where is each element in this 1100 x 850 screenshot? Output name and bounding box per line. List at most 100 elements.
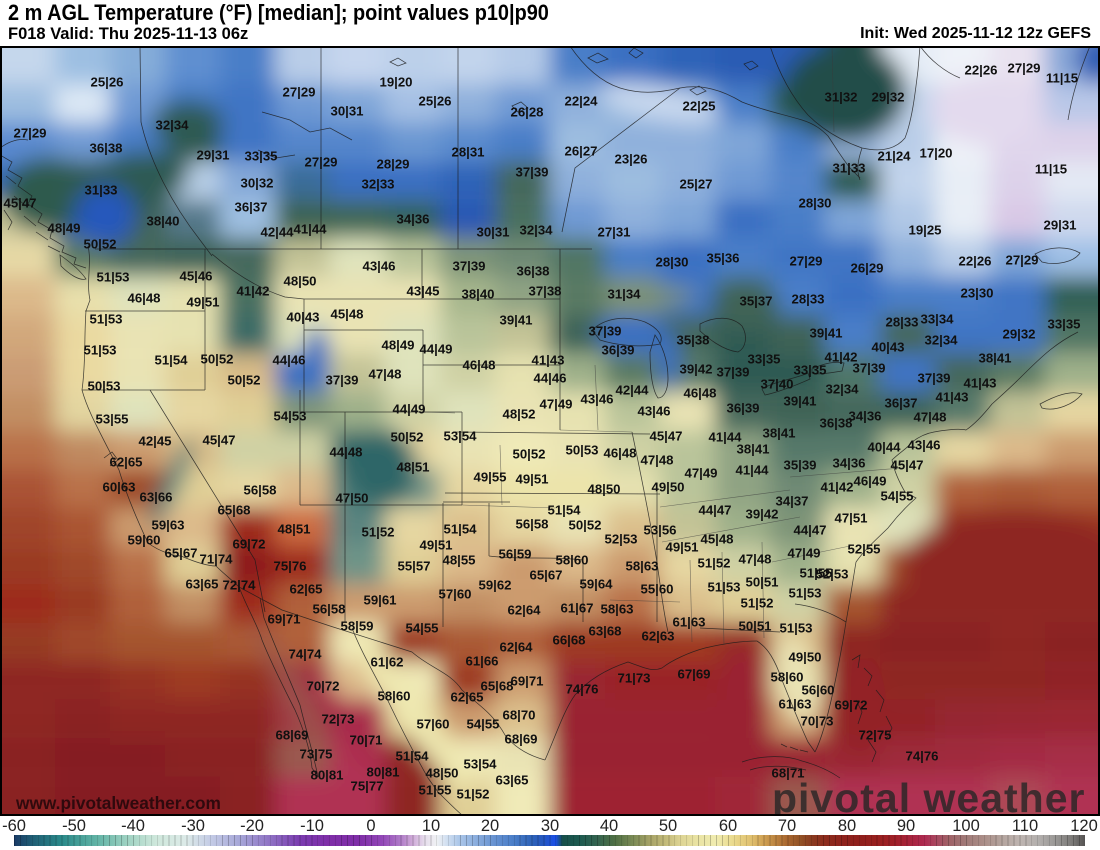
svg-text:71|74: 71|74 — [199, 552, 233, 567]
svg-text:36|38: 36|38 — [516, 264, 549, 279]
svg-text:48|49: 48|49 — [47, 221, 80, 236]
svg-text:51|53: 51|53 — [89, 312, 122, 327]
svg-text:46|49: 46|49 — [853, 474, 886, 489]
svg-text:49|50: 49|50 — [651, 480, 684, 495]
svg-text:74|76: 74|76 — [565, 682, 598, 697]
svg-text:58|60: 58|60 — [377, 689, 410, 704]
svg-text:44|47: 44|47 — [793, 523, 826, 538]
svg-text:59|61: 59|61 — [363, 593, 396, 608]
svg-text:68|69: 68|69 — [275, 728, 308, 743]
svg-text:69|71: 69|71 — [510, 674, 543, 689]
svg-text:27|31: 27|31 — [597, 225, 630, 240]
svg-text:72|75: 72|75 — [858, 728, 891, 743]
svg-text:49|55: 49|55 — [473, 470, 506, 485]
svg-text:28|30: 28|30 — [798, 196, 831, 211]
svg-text:30|31: 30|31 — [476, 225, 509, 240]
svg-text:62|64: 62|64 — [507, 603, 541, 618]
svg-text:66|68: 66|68 — [552, 633, 585, 648]
svg-text:70|73: 70|73 — [800, 714, 833, 729]
svg-text:39|41: 39|41 — [783, 394, 816, 409]
svg-text:34|37: 34|37 — [775, 494, 808, 509]
svg-text:54|55: 54|55 — [880, 489, 913, 504]
svg-text:56|58: 56|58 — [312, 602, 345, 617]
svg-text:74|76: 74|76 — [905, 749, 938, 764]
svg-text:47|51: 47|51 — [834, 511, 867, 526]
svg-text:70|71: 70|71 — [349, 733, 382, 748]
svg-text:47|48: 47|48 — [640, 453, 673, 468]
svg-text:48|51: 48|51 — [396, 460, 429, 475]
svg-text:49|51: 49|51 — [665, 540, 698, 555]
svg-text:47|48: 47|48 — [368, 367, 401, 382]
svg-text:62|65: 62|65 — [109, 455, 142, 470]
svg-text:42|44: 42|44 — [615, 383, 649, 398]
svg-text:49|51: 49|51 — [515, 472, 548, 487]
svg-text:26|28: 26|28 — [510, 105, 543, 120]
svg-text:72|73: 72|73 — [321, 712, 354, 727]
svg-text:52|53: 52|53 — [604, 532, 637, 547]
svg-text:50|52: 50|52 — [200, 352, 233, 367]
svg-text:25|26: 25|26 — [418, 94, 451, 109]
svg-text:53|55: 53|55 — [95, 412, 128, 427]
svg-text:41|42: 41|42 — [824, 350, 857, 365]
svg-text:45|46: 45|46 — [179, 269, 212, 284]
svg-text:51|54: 51|54 — [443, 522, 477, 537]
svg-text:32|34: 32|34 — [825, 382, 859, 397]
svg-text:68|69: 68|69 — [504, 732, 537, 747]
svg-text:38|40: 38|40 — [461, 287, 494, 302]
svg-text:69|72: 69|72 — [834, 698, 867, 713]
svg-text:51|54: 51|54 — [547, 503, 581, 518]
svg-text:51|53: 51|53 — [83, 343, 116, 358]
svg-text:51|54: 51|54 — [395, 749, 429, 764]
svg-text:52|53: 52|53 — [815, 567, 848, 582]
svg-text:36|39: 36|39 — [726, 401, 759, 416]
svg-text:19|20: 19|20 — [379, 75, 412, 90]
svg-text:50|52: 50|52 — [390, 430, 423, 445]
svg-text:73|75: 73|75 — [299, 747, 332, 762]
svg-text:48|50: 48|50 — [283, 274, 316, 289]
svg-text:23|26: 23|26 — [614, 152, 647, 167]
svg-text:39|42: 39|42 — [679, 362, 712, 377]
svg-text:35|38: 35|38 — [676, 333, 709, 348]
svg-text:50|51: 50|51 — [738, 619, 771, 634]
svg-text:63|65: 63|65 — [495, 773, 528, 788]
svg-text:58|63: 58|63 — [600, 602, 633, 617]
svg-text:69|72: 69|72 — [232, 537, 265, 552]
svg-text:36|37: 36|37 — [884, 396, 917, 411]
svg-text:49|51: 49|51 — [186, 295, 219, 310]
svg-text:62|65: 62|65 — [289, 582, 322, 597]
svg-text:51|55: 51|55 — [799, 566, 832, 581]
svg-text:33|35: 33|35 — [793, 363, 826, 378]
svg-text:28|29: 28|29 — [376, 157, 409, 172]
svg-text:56|58: 56|58 — [515, 517, 548, 532]
svg-text:37|39: 37|39 — [716, 365, 749, 380]
svg-text:67|69: 67|69 — [677, 667, 710, 682]
svg-text:58|60: 58|60 — [555, 553, 588, 568]
svg-text:50|52: 50|52 — [512, 447, 545, 462]
svg-text:41|44: 41|44 — [735, 463, 769, 478]
svg-text:27|29: 27|29 — [282, 85, 315, 100]
svg-text:34|36: 34|36 — [396, 212, 429, 227]
svg-text:54|55: 54|55 — [405, 621, 438, 636]
svg-text:22|24: 22|24 — [564, 94, 598, 109]
svg-text:56|58: 56|58 — [243, 483, 276, 498]
svg-text:63|66: 63|66 — [139, 490, 172, 505]
svg-text:47|48: 47|48 — [913, 410, 946, 425]
svg-text:37|38: 37|38 — [528, 284, 561, 299]
svg-text:45|47: 45|47 — [649, 429, 682, 444]
svg-text:36|37: 36|37 — [234, 200, 267, 215]
svg-text:45|47: 45|47 — [202, 433, 235, 448]
svg-text:36|39: 36|39 — [601, 343, 634, 358]
svg-text:25|27: 25|27 — [679, 177, 712, 192]
svg-text:48|50: 48|50 — [587, 482, 620, 497]
svg-text:57|60: 57|60 — [416, 717, 449, 732]
svg-text:75|76: 75|76 — [273, 559, 306, 574]
svg-text:53|56: 53|56 — [643, 523, 676, 538]
svg-text:65|67: 65|67 — [164, 546, 197, 561]
svg-text:38|41: 38|41 — [978, 351, 1011, 366]
svg-text:43|46: 43|46 — [907, 438, 940, 453]
svg-text:62|64: 62|64 — [499, 640, 533, 655]
svg-text:45|48: 45|48 — [330, 307, 363, 322]
svg-text:31|33: 31|33 — [84, 183, 117, 198]
svg-text:44|49: 44|49 — [392, 402, 425, 417]
svg-text:45|47: 45|47 — [3, 196, 36, 211]
